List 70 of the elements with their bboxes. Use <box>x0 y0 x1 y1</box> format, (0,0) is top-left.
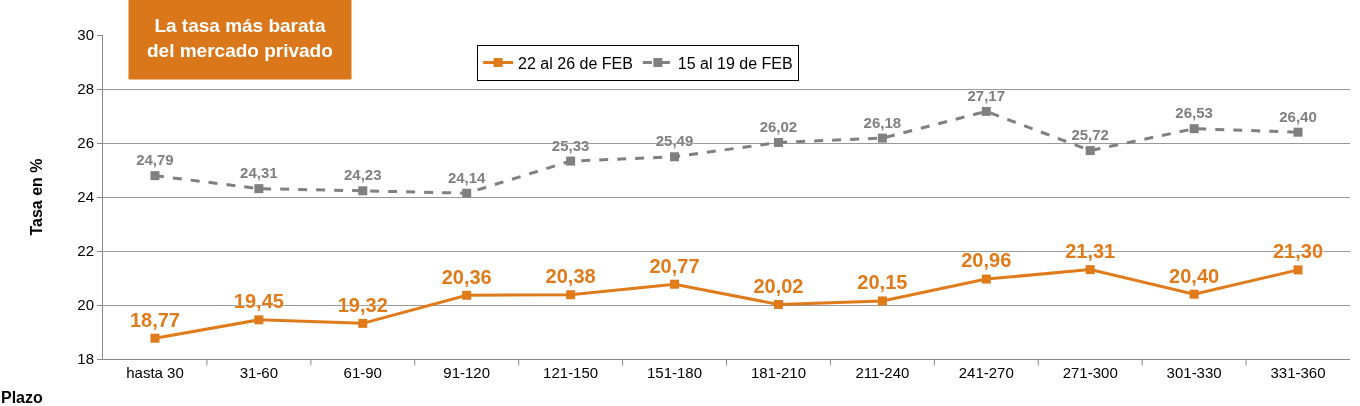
point <box>462 290 472 300</box>
x-tick-label: 301-330 <box>1166 364 1222 381</box>
data-label: 20,40 <box>1169 264 1220 287</box>
data-label: 19,45 <box>233 290 284 313</box>
point <box>1085 265 1095 275</box>
point <box>670 152 680 162</box>
point <box>773 299 783 309</box>
x-axis-title: Plazo <box>1 389 44 406</box>
x-tick-label: 271-300 <box>1062 364 1118 381</box>
x-tick-label: 121-150 <box>543 364 599 381</box>
data-label: 18,77 <box>129 308 180 331</box>
point <box>1189 124 1199 134</box>
x-tick-label: 151-180 <box>647 364 703 381</box>
point <box>566 156 576 166</box>
point <box>1189 289 1199 299</box>
x-tick-label: 331-360 <box>1270 364 1326 381</box>
point <box>981 106 991 116</box>
data-label: 24,79 <box>136 151 174 169</box>
point <box>773 137 783 147</box>
point <box>566 290 576 300</box>
legend-label: 15 al 19 de FEB <box>677 54 793 72</box>
data-label: 24,14 <box>447 168 487 186</box>
point <box>254 184 264 194</box>
data-label: 26,53 <box>1175 104 1213 122</box>
data-label: 21,31 <box>1065 240 1116 263</box>
data-label: 20,38 <box>545 265 596 288</box>
x-tick-label: 61-90 <box>343 364 382 381</box>
y-tick-label: 28 <box>77 80 94 98</box>
data-label: 26,40 <box>1279 107 1317 125</box>
data-label: 20,15 <box>857 271 908 294</box>
point <box>981 274 991 284</box>
x-tick-label: hasta 30 <box>126 364 184 381</box>
annotation: La tasa más barata del mercado privado <box>147 15 333 61</box>
data-label: 26,18 <box>863 113 902 131</box>
point <box>877 296 887 306</box>
data-label: 20,02 <box>753 274 804 297</box>
point <box>462 188 472 198</box>
point <box>358 318 368 328</box>
y-tick-label: 18 <box>77 350 94 368</box>
point <box>150 333 160 343</box>
legend-label: 22 al 26 de FEB <box>518 54 633 72</box>
point <box>1085 146 1095 156</box>
x-tick-label: 91-120 <box>443 364 491 381</box>
data-label: 25,72 <box>1071 126 1109 144</box>
y-tick-label: 20 <box>77 296 94 314</box>
point <box>877 133 887 143</box>
data-label: 20,77 <box>649 254 700 277</box>
data-label: 19,32 <box>337 293 388 316</box>
data-label: 26,02 <box>759 118 798 136</box>
y-tick-label: 26 <box>77 134 94 152</box>
data-label: 27,17 <box>967 87 1006 105</box>
point <box>670 279 680 289</box>
x-tick-label: 211-240 <box>855 364 910 381</box>
y-tick-label: 24 <box>77 188 94 206</box>
x-tick-label: 241-270 <box>958 364 1014 381</box>
point <box>1293 127 1303 137</box>
point <box>150 171 160 181</box>
data-label: 21,30 <box>1273 240 1324 263</box>
y-tick-label: 22 <box>77 242 94 260</box>
y-axis-title: Tasa en % <box>28 158 46 236</box>
y-tick-label: 30 <box>77 26 94 44</box>
point <box>1293 265 1303 275</box>
x-tick-label: 181-210 <box>750 364 806 381</box>
data-label: 24,23 <box>344 166 382 184</box>
data-label: 24,31 <box>240 164 278 182</box>
point <box>254 315 264 325</box>
data-label: 20,96 <box>961 249 1012 272</box>
point <box>358 186 368 196</box>
data-label: 20,36 <box>441 265 492 288</box>
x-tick-label: 31-60 <box>239 364 279 381</box>
